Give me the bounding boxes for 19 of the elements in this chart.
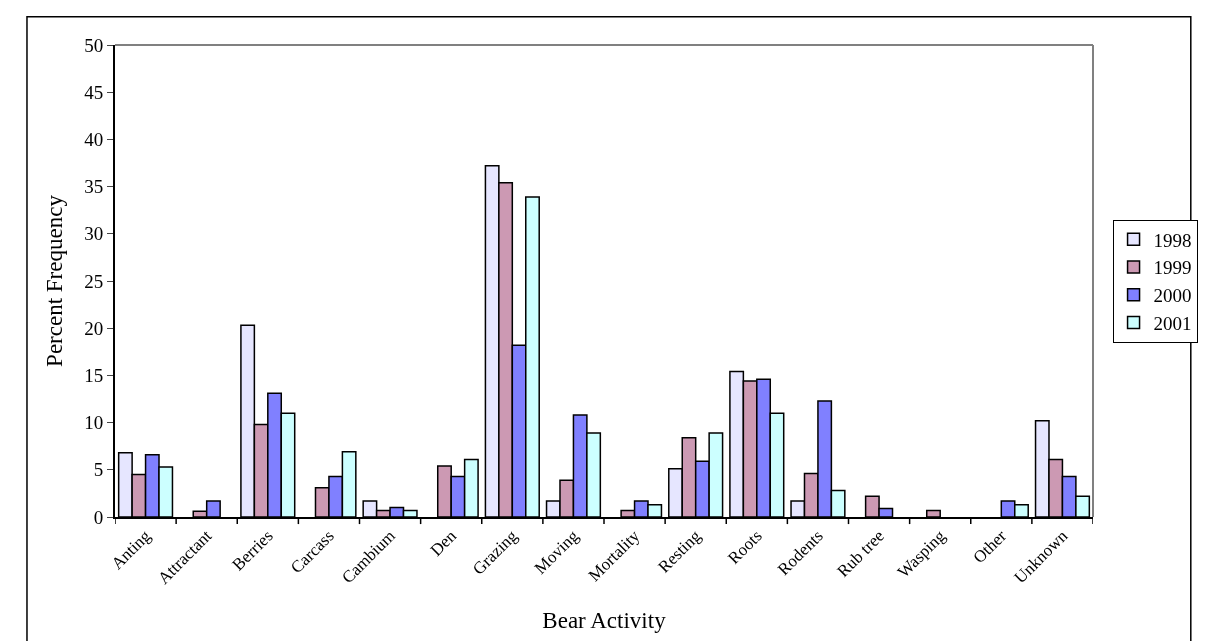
legend-label: 2001 — [1153, 312, 1192, 334]
y-tick-label: 45 — [84, 81, 104, 103]
legend-label: 1999 — [1153, 257, 1192, 279]
y-axis-title: Percent Frequency — [42, 194, 68, 367]
y-tick-label: 10 — [84, 412, 104, 434]
y-tick-label: 40 — [84, 129, 104, 151]
y-tick-label: 20 — [84, 317, 104, 339]
legend-label: 1998 — [1153, 229, 1192, 251]
x-tick-label: Den — [426, 525, 461, 560]
y-tick-label: 0 — [93, 506, 104, 528]
y-tick-label: 15 — [84, 365, 104, 387]
y-tick-label: 5 — [93, 459, 104, 481]
y-tick-label: 50 — [84, 34, 104, 56]
y-tick-label: 25 — [84, 270, 104, 292]
legend-label: 2000 — [1153, 285, 1192, 307]
x-tick-label: Rub tree — [833, 526, 888, 581]
y-tick-label: 35 — [84, 176, 104, 198]
x-axis-title: Bear Activity — [542, 607, 667, 633]
y-tick-label: 30 — [84, 223, 104, 245]
